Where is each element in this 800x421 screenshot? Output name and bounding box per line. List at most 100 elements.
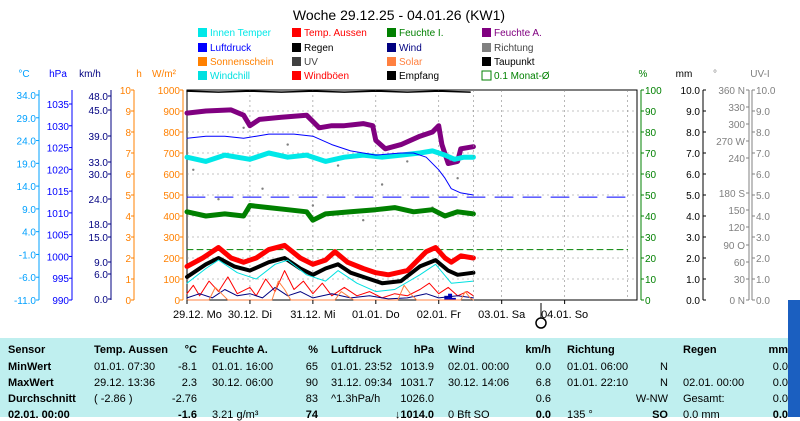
- temp-axis-label: 34.0: [17, 91, 37, 102]
- mm-axis-label: 1.0: [686, 275, 700, 286]
- regen-time: 02.01. 00:00: [683, 377, 745, 389]
- legend-swatch: [198, 57, 207, 66]
- x-label: 04.01. So: [541, 309, 588, 321]
- temp-axis-label: 4.0: [22, 228, 36, 239]
- mm-axis-label: 9.0: [686, 107, 700, 118]
- pct-axis-label: 10: [645, 275, 657, 286]
- hpa-axis-label: 1030: [47, 122, 70, 133]
- legend-swatch: [292, 71, 301, 80]
- axis-header: km/h: [79, 69, 101, 80]
- series-solar: [186, 280, 474, 301]
- h-axis-label: 6: [125, 170, 131, 181]
- hpa-axis-label: 990: [52, 296, 69, 307]
- table-header: mm: [768, 344, 788, 356]
- legend-swatch: [387, 43, 396, 52]
- temp-axis-label: -6.0: [19, 273, 37, 284]
- richtung-time: 01.01. 22:10: [567, 377, 629, 389]
- legend-swatch: [387, 57, 396, 66]
- mm-axis-label: 2.0: [686, 254, 700, 265]
- mm-axis-label: 8.0: [686, 128, 700, 139]
- richtung-point: [217, 198, 220, 201]
- richtung-point: [362, 219, 365, 222]
- deg-axis-label: 270 W: [716, 137, 745, 148]
- table-header: Regen: [683, 344, 717, 356]
- mm-axis-label: 7.0: [686, 149, 700, 160]
- series-windb-en: [186, 270, 474, 299]
- uvi-axis-label: 6.0: [756, 170, 770, 181]
- table-header: hPa: [413, 344, 434, 356]
- hpa-axis-label: 1000: [47, 252, 70, 263]
- pct-axis-label: 40: [645, 212, 657, 223]
- legend-item: Wind: [399, 43, 422, 54]
- axis-header: °: [713, 69, 717, 80]
- legend-swatch: [482, 57, 491, 66]
- richtung-point: [286, 143, 289, 146]
- temp-axis-label: 9.0: [22, 205, 36, 216]
- temp-axis-label: -11.0: [14, 296, 36, 307]
- h-axis-label: 1: [125, 275, 131, 286]
- wm2-axis-label: 100: [163, 275, 180, 286]
- richtung-point: [261, 187, 264, 190]
- wm2-axis-label: 400: [163, 212, 180, 223]
- h-axis-label: 9: [125, 107, 131, 118]
- uvi-axis-label: 4.0: [756, 212, 770, 223]
- legend-swatch: [198, 71, 207, 80]
- table-header: °C: [184, 344, 197, 356]
- richtung-point: [311, 204, 315, 207]
- time-cursor-knob[interactable]: [535, 317, 547, 329]
- temp-axis-label: 19.0: [17, 159, 37, 170]
- legend-swatch: [292, 57, 301, 66]
- deg-axis-label: 120: [728, 223, 745, 234]
- richtung-point: [336, 164, 340, 167]
- mm-axis-label: 10.0: [681, 86, 701, 97]
- legend-item: Empfang: [399, 71, 439, 82]
- luftdruck-time: ^1.3hPa/h: [331, 393, 381, 405]
- uvi-axis-label: 2.0: [756, 254, 770, 265]
- legend-item: UV: [304, 57, 318, 68]
- kmh-axis-label: 18.0: [89, 220, 109, 231]
- pct-axis-label: 100: [645, 86, 662, 97]
- right-axes: 100908070605040302010010.09.08.07.06.05.…: [640, 86, 776, 307]
- series-empfang: [186, 90, 471, 93]
- legend-swatch: [482, 43, 491, 52]
- axis-header: %: [639, 69, 648, 80]
- luftdruck-value: ↓1014.0: [394, 409, 434, 421]
- table-header: Luftdruck: [331, 344, 382, 356]
- kmh-axis-label: 9.0: [94, 258, 108, 269]
- kmh-axis-label: 30.0: [89, 170, 109, 181]
- temp-axis-label: 24.0: [17, 137, 37, 148]
- time-cursor[interactable]: [535, 303, 547, 329]
- uvi-axis-label: 0.0: [756, 296, 770, 307]
- feuchte-value: 83: [305, 393, 318, 405]
- regen-value: 0.0: [772, 377, 788, 389]
- series-temp-aussen: [184, 242, 476, 278]
- temp-value: -2.76: [171, 393, 197, 405]
- deg-axis-label: 60: [734, 258, 746, 269]
- uvi-axis-label: 10.0: [756, 86, 776, 97]
- luftdruck-value: 1031.7: [400, 377, 434, 389]
- hpa-axis-label: 1010: [47, 209, 70, 220]
- series-taupunkt: [185, 256, 476, 286]
- regen-value: 0.0: [772, 393, 788, 405]
- wm2-axis-label: 0: [174, 296, 180, 307]
- legend-item: Richtung: [494, 43, 533, 54]
- axis-header: UV-I: [750, 69, 769, 80]
- hpa-axis-label: 1015: [47, 187, 70, 198]
- feuchte-value: 74: [305, 409, 318, 421]
- pct-axis-label: 90: [645, 107, 657, 118]
- uvi-axis-label: 8.0: [756, 128, 770, 139]
- feuchte-time: 3.21 g/m³: [212, 409, 259, 421]
- series-luftdruck: [186, 133, 474, 196]
- mm-axis-label: 0.0: [686, 296, 700, 307]
- richtung-value: N: [660, 361, 668, 373]
- table-header: %: [308, 344, 318, 356]
- table-header: Feuchte A.: [212, 344, 268, 356]
- pct-axis-label: 30: [645, 233, 657, 244]
- legend-item: Taupunkt: [494, 57, 535, 68]
- x-label: 30.12. Di: [228, 309, 272, 321]
- legend-swatch: [387, 28, 396, 37]
- window-edge-bar: [788, 300, 800, 417]
- mm-axis-label: 6.0: [686, 170, 700, 181]
- temp-time: 29.12. 13:36: [94, 377, 156, 389]
- wm2-axis-label: 1000: [158, 86, 181, 97]
